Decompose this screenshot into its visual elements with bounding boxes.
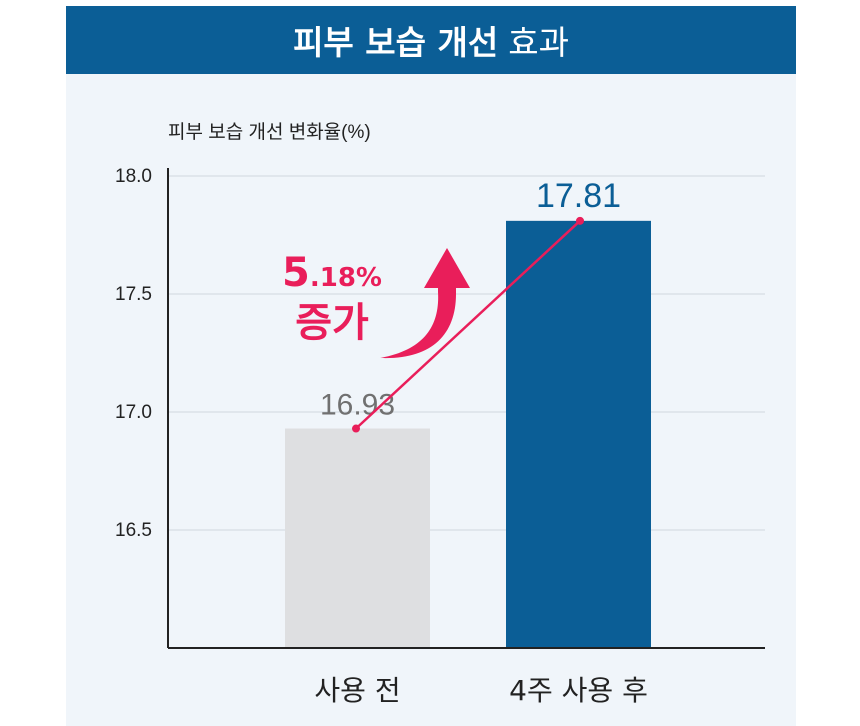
value-label: 16.93 xyxy=(320,389,395,422)
page-title: 피부 보습 개선 xyxy=(293,23,499,62)
trend-point-before xyxy=(352,424,360,433)
trend-line xyxy=(355,219,581,430)
bars xyxy=(285,220,651,648)
chart-card: 피부 보습 개선 효과 xyxy=(66,6,796,726)
category-label: 사용 전 xyxy=(314,674,400,707)
increase-label: 증가 xyxy=(295,300,369,346)
y-tick-label: 17.5 xyxy=(115,284,152,305)
category-labels: 사용 전 4주 사용 후 xyxy=(314,674,647,707)
gridlines xyxy=(168,175,765,531)
y-tick-label: 17.0 xyxy=(115,402,152,423)
page-title-suffix: 효과 xyxy=(508,23,569,62)
bar-before xyxy=(285,428,430,648)
y-tick-label: 18.0 xyxy=(115,166,152,187)
y-axis-title: 피부 보습 개선 변화율(%) xyxy=(168,121,371,143)
y-tick-labels: 16.5 17.0 17.5 18.0 xyxy=(115,166,152,541)
up-arrow-icon xyxy=(380,248,470,359)
y-tick-label: 16.5 xyxy=(115,520,152,541)
increase-value: 5.18% xyxy=(282,250,382,296)
chart-header: 피부 보습 개선 효과 xyxy=(66,6,796,74)
trend-point-after xyxy=(576,216,584,225)
value-label: 17.81 xyxy=(536,177,621,215)
category-label: 4주 사용 후 xyxy=(509,674,648,707)
bar-after xyxy=(506,220,651,648)
